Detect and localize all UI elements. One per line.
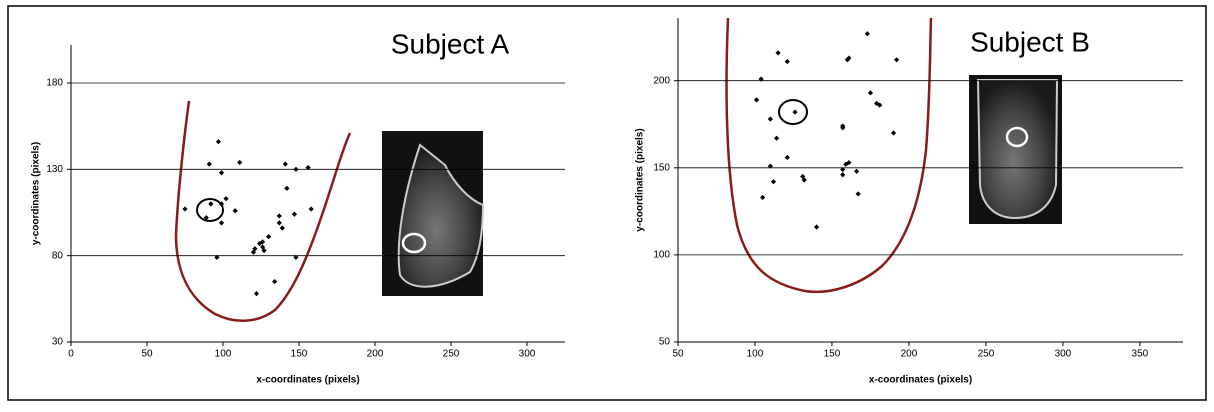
y-tick-label: 80 xyxy=(52,250,64,261)
x-tick-label: 300 xyxy=(1055,349,1072,360)
x-tick-label: 200 xyxy=(367,349,384,360)
x-tick-label: 100 xyxy=(215,349,232,360)
chart-title: Subject B xyxy=(970,26,1090,57)
y-tick-label: 30 xyxy=(52,337,64,348)
y-tick-label: 50 xyxy=(659,337,671,348)
figure: 30 80 130 180 0 50 100 150 200 250 300 x-coordinate… xyxy=(0,0,1214,412)
x-tick-label: 250 xyxy=(443,349,460,360)
x-axis-title: x-coordinates (pixels) xyxy=(869,375,972,386)
inset-image-b xyxy=(969,75,1062,224)
x-tick-label: 50 xyxy=(141,349,153,360)
x-tick-label: 150 xyxy=(291,349,308,360)
y-tick-label: 100 xyxy=(653,250,670,261)
x-tick-label: 250 xyxy=(978,349,995,360)
y-tick-label: 180 xyxy=(46,78,63,89)
x-tick-label: 0 xyxy=(68,349,74,360)
x-tick-label: 100 xyxy=(747,349,764,360)
x-axis-title: x-coordinates (pixels) xyxy=(256,375,359,386)
y-axis-title: y-coordinates (pixels) xyxy=(31,142,42,245)
x-tick-label: 200 xyxy=(901,349,918,360)
y-tick-label: 130 xyxy=(46,164,63,175)
y-axis-title: y-coordinates (pixels) xyxy=(635,128,646,231)
inset-image-a xyxy=(382,131,483,296)
chart-title: Subject A xyxy=(391,28,510,59)
y-tick-label: 150 xyxy=(653,162,670,173)
x-tick-label: 50 xyxy=(672,349,684,360)
x-tick-label: 150 xyxy=(824,349,841,360)
x-tick-label: 300 xyxy=(519,349,536,360)
y-tick-label: 200 xyxy=(653,75,670,86)
x-tick-label: 350 xyxy=(1132,349,1149,360)
